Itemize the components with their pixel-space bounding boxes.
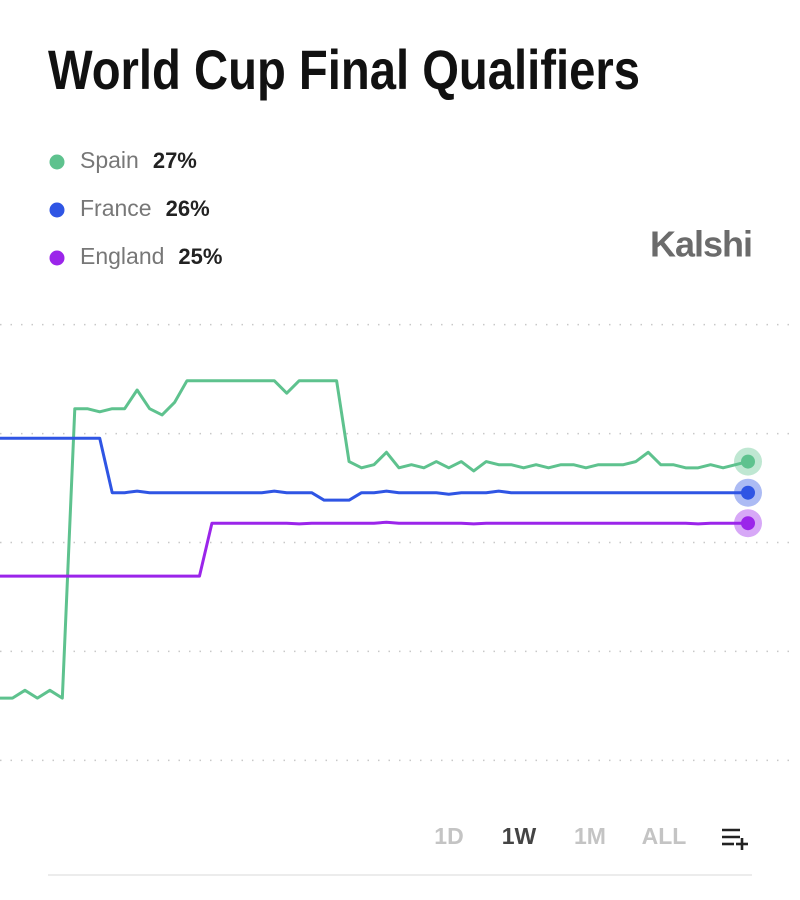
legend-dot bbox=[49, 154, 65, 170]
legend-value: 25% bbox=[178, 244, 222, 269]
legend-dot bbox=[49, 202, 65, 218]
legend-dot bbox=[49, 250, 65, 266]
legend-name: Spain bbox=[80, 147, 139, 173]
legend-value: 26% bbox=[166, 196, 210, 221]
legend-name: France bbox=[80, 195, 152, 221]
range-button[interactable]: 1D bbox=[434, 823, 463, 849]
range-button[interactable]: ALL bbox=[642, 823, 687, 849]
series-line bbox=[0, 379, 749, 700]
legend-name: England bbox=[80, 243, 164, 269]
legend-value: 27% bbox=[153, 148, 197, 173]
end-dot bbox=[741, 516, 755, 531]
brand-logo: Kalshi bbox=[650, 224, 752, 265]
chart-title: World Cup Final Qualifiers bbox=[48, 38, 640, 101]
range-button[interactable]: 1M bbox=[574, 823, 606, 849]
range-button[interactable]: 1W bbox=[502, 823, 537, 849]
end-dot bbox=[741, 454, 755, 469]
series-line bbox=[0, 436, 748, 502]
end-dot bbox=[741, 485, 755, 500]
series-line bbox=[0, 520, 748, 578]
range-icon[interactable] bbox=[722, 828, 748, 850]
